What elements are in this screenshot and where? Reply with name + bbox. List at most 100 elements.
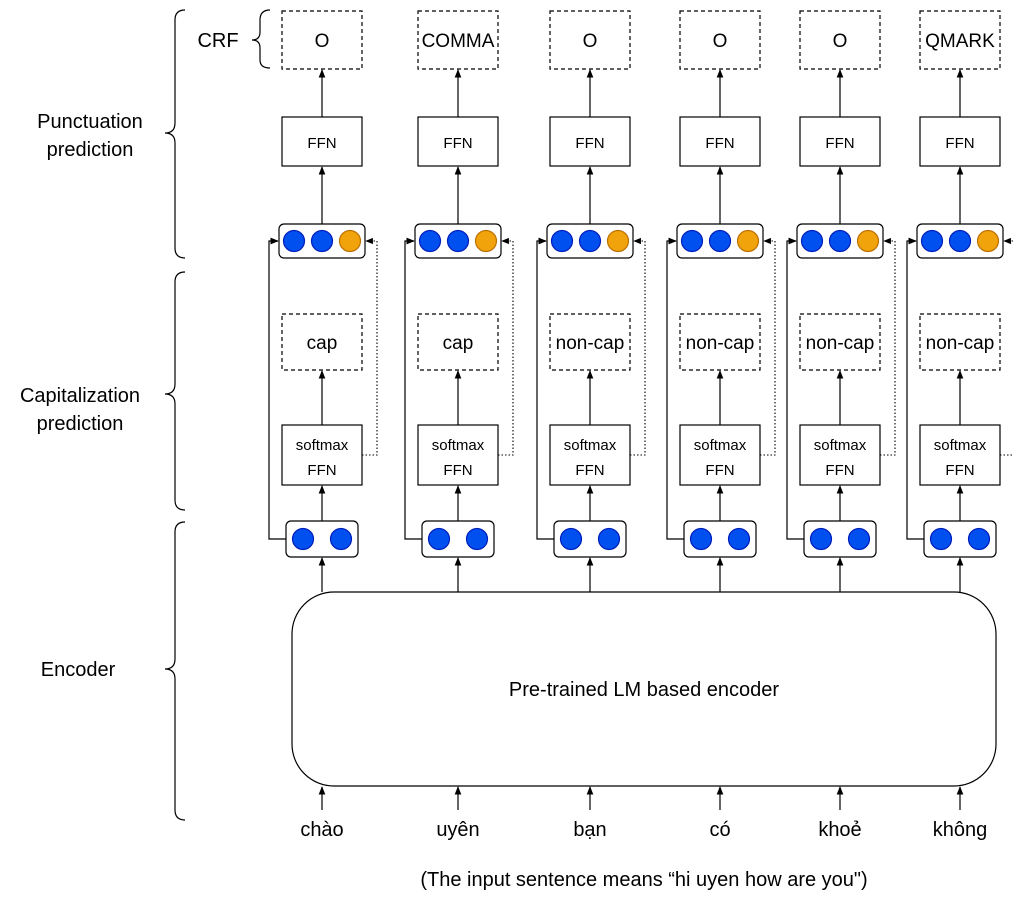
punct-label-box xyxy=(919,10,1001,70)
section-label-crf: CRF xyxy=(197,30,238,52)
embedding-dot xyxy=(597,527,621,551)
softmax-label: softmax xyxy=(694,437,747,454)
section-label-punctuation: Punctuation prediction xyxy=(37,111,143,161)
embedding-dot xyxy=(929,527,953,551)
skip-connection-line xyxy=(404,237,422,540)
embedding-dot xyxy=(847,527,871,551)
cap-label-box xyxy=(679,313,761,371)
encoder-block xyxy=(291,591,997,787)
column-0: chào softmax FFN cap FFN O xyxy=(268,10,378,841)
brace-punctuation xyxy=(164,9,186,259)
cap-ffn-label: FFN xyxy=(575,462,604,479)
brace-encoder xyxy=(164,521,186,821)
combined-orange-dot xyxy=(474,229,498,253)
cap-ffn-label: FFN xyxy=(307,462,336,479)
embedding-dot xyxy=(727,527,751,551)
punct-label: O xyxy=(833,31,848,52)
softmax-label: softmax xyxy=(814,437,867,454)
punct-ffn-box xyxy=(919,116,1001,167)
cap-ffn-box xyxy=(919,424,1001,486)
embedding-dot xyxy=(427,527,451,551)
combined-blue-dot xyxy=(282,229,306,253)
combined-blue-dot xyxy=(418,229,442,253)
section-label-capitalization: Capitalization prediction xyxy=(20,385,140,435)
input-word: có xyxy=(709,819,730,841)
cap-ffn-label: FFN xyxy=(825,462,854,479)
punct-ffn-label: FFN xyxy=(575,135,604,152)
punct-ffn-label: FFN xyxy=(705,135,734,152)
cap-label: non-cap xyxy=(556,333,625,354)
skip-connection-line xyxy=(906,237,924,540)
cap-feedback-line xyxy=(630,237,646,456)
column-4: khoẻ softmax FFN non-cap FFN O xyxy=(786,10,896,841)
punct-ffn-box xyxy=(549,116,631,167)
cap-ffn-box xyxy=(679,424,761,486)
punct-ffn-box xyxy=(799,116,881,167)
punct-label: O xyxy=(713,31,728,52)
punct-label-box xyxy=(799,10,881,70)
cap-label: non-cap xyxy=(806,333,875,354)
combined-orange-dot xyxy=(606,229,630,253)
input-word: khoẻ xyxy=(818,819,861,841)
softmax-label: softmax xyxy=(432,437,485,454)
cap-ffn-label: FFN xyxy=(945,462,974,479)
brace-capitalization xyxy=(164,271,186,511)
combined-blue-dot xyxy=(578,229,602,253)
cap-ffn-label: FFN xyxy=(705,462,734,479)
combined-blue-dot xyxy=(680,229,704,253)
embedding-dot xyxy=(329,527,353,551)
cap-label-box xyxy=(799,313,881,371)
punct-label-box xyxy=(679,10,761,70)
combined-orange-dot xyxy=(338,229,362,253)
punct-label: QMARK xyxy=(925,31,995,52)
combined-orange-dot xyxy=(736,229,760,253)
cap-ffn-label: FFN xyxy=(443,462,472,479)
punct-label-box xyxy=(549,10,631,70)
cap-label-box xyxy=(919,313,1001,371)
cap-ffn-box xyxy=(799,424,881,486)
combined-blue-dot xyxy=(708,229,732,253)
section-label-encoder: Encoder xyxy=(41,659,116,681)
punct-ffn-label: FFN xyxy=(825,135,854,152)
punct-label-box xyxy=(417,10,499,70)
input-word: bạn xyxy=(573,819,606,841)
embedding-dot xyxy=(559,527,583,551)
cap-label: non-cap xyxy=(686,333,755,354)
embedding-dot xyxy=(291,527,315,551)
input-word: uyên xyxy=(436,819,479,841)
embedding-dot xyxy=(465,527,489,551)
column-5: không softmax FFN non-cap FFN QMARK xyxy=(906,10,1013,841)
punct-ffn-box xyxy=(281,116,363,167)
combined-blue-dot xyxy=(948,229,972,253)
column-1: uyên softmax FFN cap FFN COMMA xyxy=(404,10,514,841)
punct-ffn-label: FFN xyxy=(443,135,472,152)
cap-feedback-line xyxy=(760,237,776,456)
cap-ffn-box xyxy=(417,424,499,486)
skip-connection-line xyxy=(666,237,684,540)
cap-feedback-line xyxy=(1000,237,1013,456)
punct-label: O xyxy=(315,31,330,52)
cap-ffn-box xyxy=(549,424,631,486)
punct-ffn-box xyxy=(417,116,499,167)
embedding-dot xyxy=(809,527,833,551)
embedding-dot xyxy=(967,527,991,551)
softmax-label: softmax xyxy=(564,437,617,454)
caption: (The input sentence means “hi uyen how a… xyxy=(420,869,867,891)
combined-blue-dot xyxy=(800,229,824,253)
brace-crf xyxy=(251,9,271,69)
punct-label: O xyxy=(583,31,598,52)
cap-label-box xyxy=(281,313,363,371)
combined-blue-dot xyxy=(310,229,334,253)
skip-connection-line xyxy=(786,237,804,540)
input-word: không xyxy=(933,819,988,841)
cap-label: cap xyxy=(443,333,474,354)
column-3: có softmax FFN non-cap FFN O xyxy=(666,10,776,841)
encoder-label: Pre-trained LM based encoder xyxy=(509,679,779,701)
skip-connection-line xyxy=(536,237,554,540)
column-2: bạn softmax FFN non-cap FFN O xyxy=(536,10,646,841)
cap-feedback-line xyxy=(880,237,896,456)
